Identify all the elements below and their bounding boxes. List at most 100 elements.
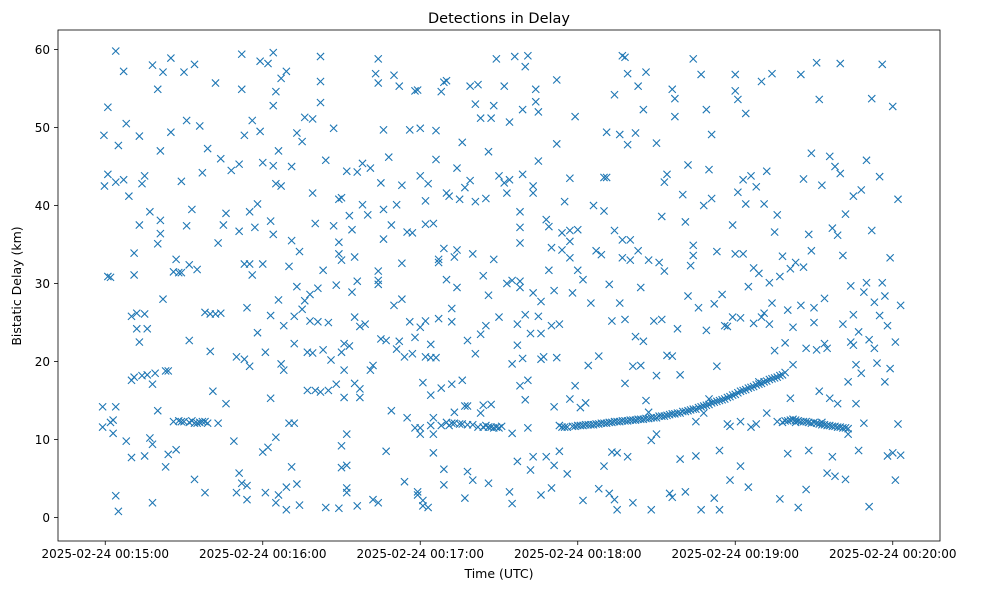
detection-point (542, 452, 551, 461)
detection-point (744, 384, 753, 393)
detection-point (862, 278, 871, 287)
detection-point (752, 419, 761, 428)
detection-point (334, 504, 343, 513)
detection-point (859, 288, 868, 297)
detection-point (794, 503, 803, 512)
detection-point (660, 412, 669, 421)
detection-point (222, 399, 230, 408)
detection-point (849, 310, 858, 319)
detection-point (857, 185, 866, 194)
detection-point (752, 182, 761, 191)
detection-point (166, 128, 175, 137)
detection-point (460, 494, 469, 503)
detection-point (508, 429, 517, 438)
detection-point (610, 495, 619, 504)
detection-point (285, 262, 293, 271)
detection-point (487, 114, 496, 123)
detection-point (657, 315, 666, 324)
detection-point (379, 125, 388, 134)
detection-point (760, 377, 769, 386)
x-tick-label: 2025-02-24 00:15:00 (42, 547, 169, 561)
detection-point (718, 395, 727, 404)
detection-point (802, 417, 811, 426)
detection-point (894, 419, 902, 428)
detection-point (418, 501, 427, 510)
detection-point (754, 269, 763, 278)
detection-point (560, 197, 569, 206)
detection-point (529, 288, 538, 297)
detection-point (177, 177, 186, 186)
detection-point (253, 199, 262, 208)
detection-point (345, 211, 354, 220)
detection-point (592, 246, 601, 255)
detection-point (886, 253, 895, 262)
detection-point (219, 221, 228, 230)
detection-point (292, 128, 301, 137)
detection-point (426, 340, 435, 349)
detection-point (513, 320, 522, 329)
detection-point (334, 249, 343, 258)
detection-point (642, 68, 650, 77)
detection-point (757, 77, 766, 86)
detection-point (710, 299, 719, 308)
detection-point (663, 411, 671, 420)
detection-point (550, 286, 559, 295)
detection-point (484, 291, 493, 300)
detection-point (523, 423, 532, 432)
detection-point (626, 235, 635, 244)
detection-point (852, 360, 860, 369)
detection-point (796, 301, 805, 310)
detection-point (119, 67, 128, 76)
detection-point (122, 119, 131, 128)
detection-point (731, 86, 740, 95)
detection-point (476, 409, 485, 418)
detection-point (765, 278, 774, 287)
detection-point (332, 380, 341, 389)
detection-point (313, 284, 322, 293)
detection-point (348, 288, 356, 297)
detection-point (775, 371, 784, 380)
detection-point (699, 402, 708, 411)
detection-point (547, 243, 556, 252)
detection-point (390, 301, 398, 310)
detection-point (781, 338, 790, 347)
detection-point (442, 275, 451, 284)
detection-point (647, 505, 656, 514)
detection-point (736, 313, 745, 322)
detection-point (434, 258, 443, 267)
detection-point (634, 246, 643, 255)
detection-point (185, 260, 194, 269)
detection-point (471, 197, 480, 206)
detection-point (374, 280, 383, 289)
detection-point (689, 251, 698, 260)
detection-point (269, 230, 278, 239)
detection-point (426, 391, 435, 400)
detection-point (652, 371, 661, 380)
detection-point (455, 195, 464, 204)
detection-point (649, 317, 658, 325)
detection-point (676, 370, 685, 379)
detection-point (883, 321, 892, 330)
detection-point (762, 409, 771, 418)
detection-point (523, 376, 532, 385)
detection-point (471, 349, 480, 358)
detection-point (815, 95, 824, 104)
detection-point (453, 283, 461, 292)
detection-point (206, 347, 215, 356)
detection-point (292, 282, 301, 291)
detection-point (579, 496, 587, 505)
detection-point (563, 469, 572, 478)
detection-point (676, 455, 685, 464)
detection-point (269, 161, 278, 170)
detection-point (130, 249, 139, 258)
detection-point (405, 125, 414, 134)
detection-point (240, 131, 249, 140)
detection-point (699, 409, 708, 418)
detection-point (736, 462, 745, 471)
detection-point (161, 366, 170, 375)
detection-point (825, 152, 834, 161)
detection-point (684, 292, 692, 301)
detection-point (476, 114, 485, 123)
detection-point (775, 272, 784, 281)
